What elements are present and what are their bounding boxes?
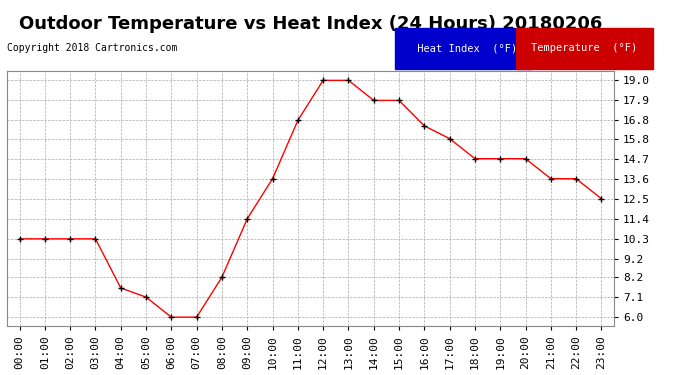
Text: Temperature  (°F): Temperature (°F) bbox=[531, 43, 638, 53]
Text: Copyright 2018 Cartronics.com: Copyright 2018 Cartronics.com bbox=[7, 43, 177, 53]
Text: Heat Index  (°F): Heat Index (°F) bbox=[411, 43, 517, 53]
Text: Outdoor Temperature vs Heat Index (24 Hours) 20180206: Outdoor Temperature vs Heat Index (24 Ho… bbox=[19, 15, 602, 33]
